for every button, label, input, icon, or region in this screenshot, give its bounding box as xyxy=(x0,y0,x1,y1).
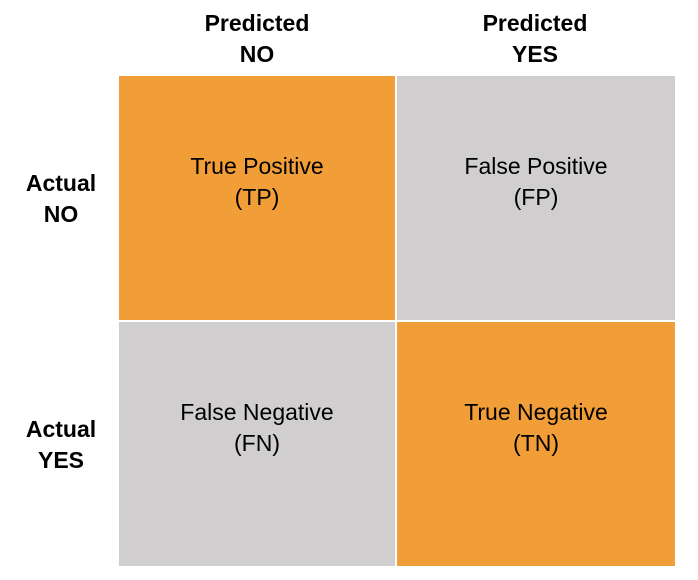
column-header-predicted-yes: Predicted YES xyxy=(397,8,673,70)
cell-label: True Negative xyxy=(464,399,608,425)
row-header-actual-no: Actual NO xyxy=(0,168,122,230)
row-header-actual-yes: Actual YES xyxy=(0,414,122,476)
row-header-line2: NO xyxy=(43,201,79,227)
cell-label: False Positive xyxy=(464,153,608,179)
confusion-matrix: True Positive (TP) False Positive (FP) F… xyxy=(119,76,676,567)
cell-abbreviation: (FP) xyxy=(513,184,559,210)
row-header-line1: Actual xyxy=(25,170,97,196)
column-header-line1: Predicted xyxy=(204,10,310,36)
cell-true-positive: True Positive (TP) xyxy=(119,76,395,320)
row-header-line2: YES xyxy=(37,447,85,473)
cell-label: False Negative xyxy=(180,399,334,425)
column-header-predicted-no: Predicted NO xyxy=(119,8,395,70)
cell-abbreviation: (TP) xyxy=(234,184,280,210)
column-header-line2: YES xyxy=(511,41,559,67)
cell-true-negative: True Negative (TN) xyxy=(397,322,675,566)
cell-abbreviation: (FN) xyxy=(234,430,280,456)
row-header-line1: Actual xyxy=(25,416,97,442)
cell-abbreviation: (TN) xyxy=(513,430,559,456)
column-header-line1: Predicted xyxy=(482,10,588,36)
cell-false-positive: False Positive (FP) xyxy=(397,76,675,320)
cell-false-negative: False Negative (FN) xyxy=(119,322,395,566)
column-header-line2: NO xyxy=(239,41,275,67)
cell-label: True Positive xyxy=(190,153,324,179)
